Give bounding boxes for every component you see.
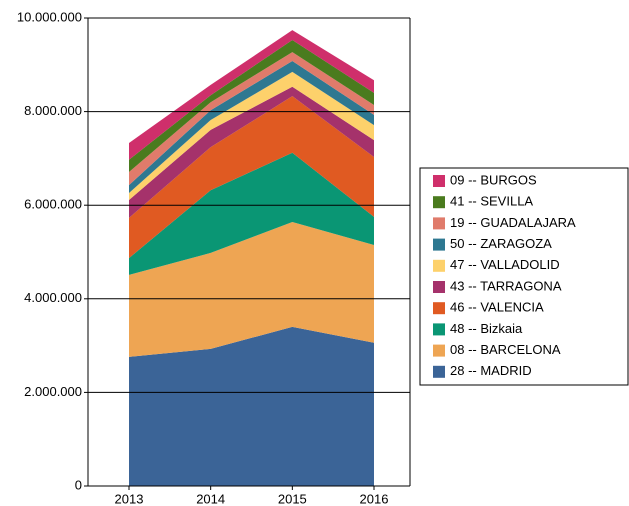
legend-label: 46 -- VALENCIA bbox=[450, 300, 544, 315]
legend-swatch bbox=[433, 323, 445, 336]
y-tick-label: 10.000.000 bbox=[17, 9, 82, 24]
y-tick-label: 4.000.000 bbox=[24, 290, 82, 305]
legend-label: 43 -- TARRAGONA bbox=[450, 278, 562, 293]
x-tick-label: 2015 bbox=[278, 491, 307, 506]
legend-label: 41 -- SEVILLA bbox=[450, 194, 533, 209]
legend-swatch bbox=[433, 217, 445, 230]
legend-swatch bbox=[433, 196, 445, 209]
area bbox=[129, 71, 374, 201]
legend-swatch bbox=[433, 281, 445, 293]
legend-swatch bbox=[433, 365, 445, 378]
legend-swatch bbox=[433, 344, 445, 357]
legend-swatch bbox=[433, 238, 445, 251]
legend-swatch bbox=[433, 175, 445, 187]
legend-label: 08 -- BARCELONA bbox=[450, 342, 561, 357]
legend-label: 50 -- ZARAGOZA bbox=[450, 236, 552, 251]
legend-box bbox=[419, 167, 629, 386]
area bbox=[129, 52, 374, 186]
legend-label: 48 -- Bizkaia bbox=[450, 321, 523, 336]
area bbox=[129, 96, 374, 259]
legend-label: 47 -- VALLADOLID bbox=[450, 257, 560, 272]
x-tick-label: 2016 bbox=[360, 491, 389, 506]
area bbox=[129, 61, 374, 194]
legend-label: 28 -- MADRID bbox=[450, 363, 532, 378]
y-tick-label: 2.000.000 bbox=[24, 384, 82, 399]
y-tick-label: 6.000.000 bbox=[24, 197, 82, 212]
area bbox=[129, 152, 374, 275]
area bbox=[129, 222, 374, 357]
legend-swatch bbox=[433, 259, 445, 272]
y-tick-label: 8.000.000 bbox=[24, 103, 82, 118]
legend-label: 19 -- GUADALAJARA bbox=[450, 215, 576, 230]
area bbox=[129, 86, 374, 218]
legend-label: 09 -- BURGOS bbox=[450, 172, 537, 187]
legend-swatch bbox=[433, 302, 445, 315]
area bbox=[129, 326, 374, 486]
x-tick-label: 2013 bbox=[115, 491, 144, 506]
y-tick-label: 0 bbox=[75, 477, 82, 492]
x-tick-label: 2014 bbox=[196, 491, 225, 506]
